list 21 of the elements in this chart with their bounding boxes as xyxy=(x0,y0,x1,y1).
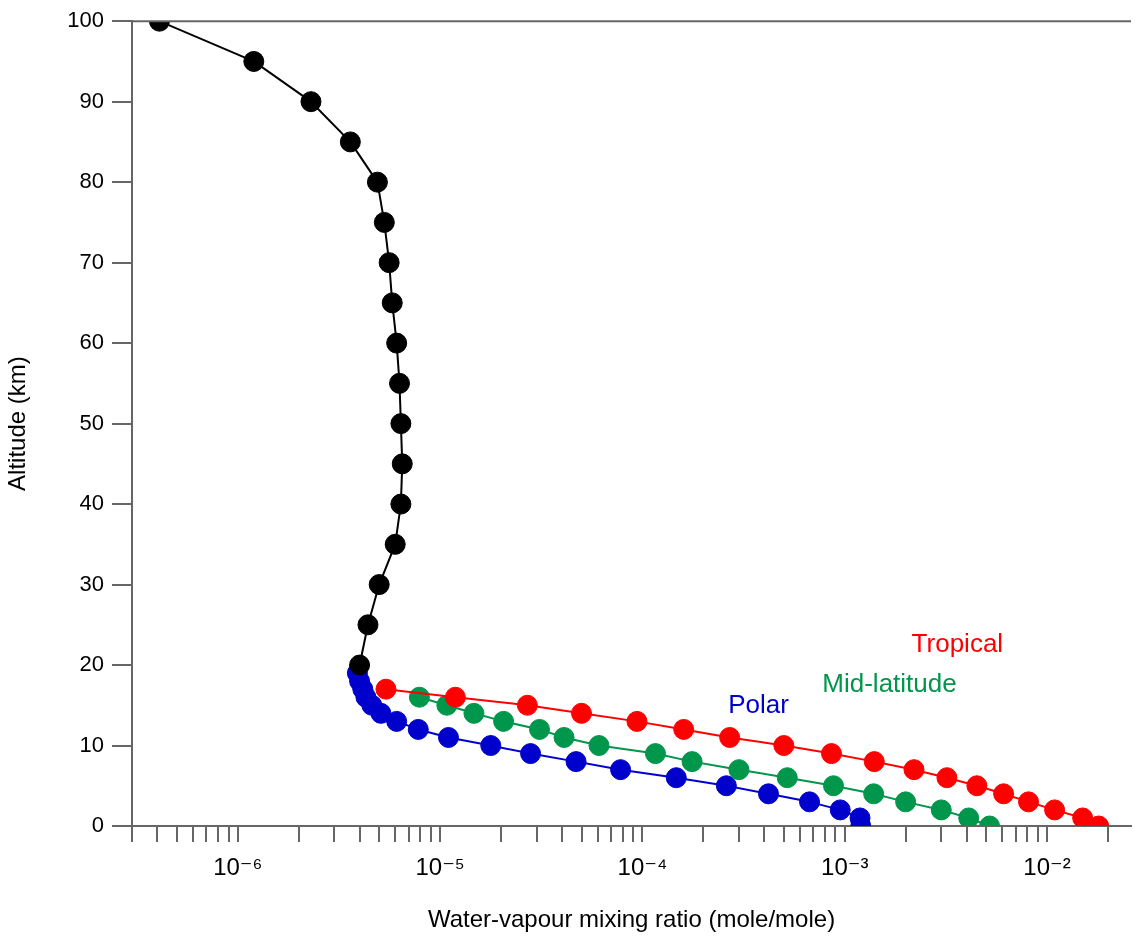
y-tick-label: 90 xyxy=(79,87,104,113)
x-tick-label: 10⁻⁵ xyxy=(415,853,465,881)
x-tick-label: 10⁻⁴ xyxy=(617,853,668,881)
y-tick-label: 30 xyxy=(79,570,104,596)
y-tick-label: 0 xyxy=(91,812,104,838)
x-tick-label: 10⁻² xyxy=(1023,853,1071,881)
y-tick-label: 10 xyxy=(79,731,104,757)
text: Tropical xyxy=(911,628,1004,659)
text: Mid-latitude xyxy=(822,667,957,698)
y-tick-label: 70 xyxy=(79,248,104,274)
y-tick-label: 40 xyxy=(79,490,104,516)
y-tick-label: 100 xyxy=(67,7,104,33)
y-tick-label: 20 xyxy=(79,651,104,677)
y-tick-label: 50 xyxy=(79,409,104,435)
y-tick-label: 60 xyxy=(79,329,104,355)
x-axis-title: Water-vapour mixing ratio (mole/mole) xyxy=(427,905,836,933)
y-tick-label: 80 xyxy=(79,168,104,194)
y-axis-title: Altitude (km) xyxy=(3,356,31,491)
x-tick-label: 10⁻⁶ xyxy=(213,853,263,881)
text: Polar xyxy=(728,688,790,719)
x-tick-label: 10⁻³ xyxy=(821,853,869,881)
